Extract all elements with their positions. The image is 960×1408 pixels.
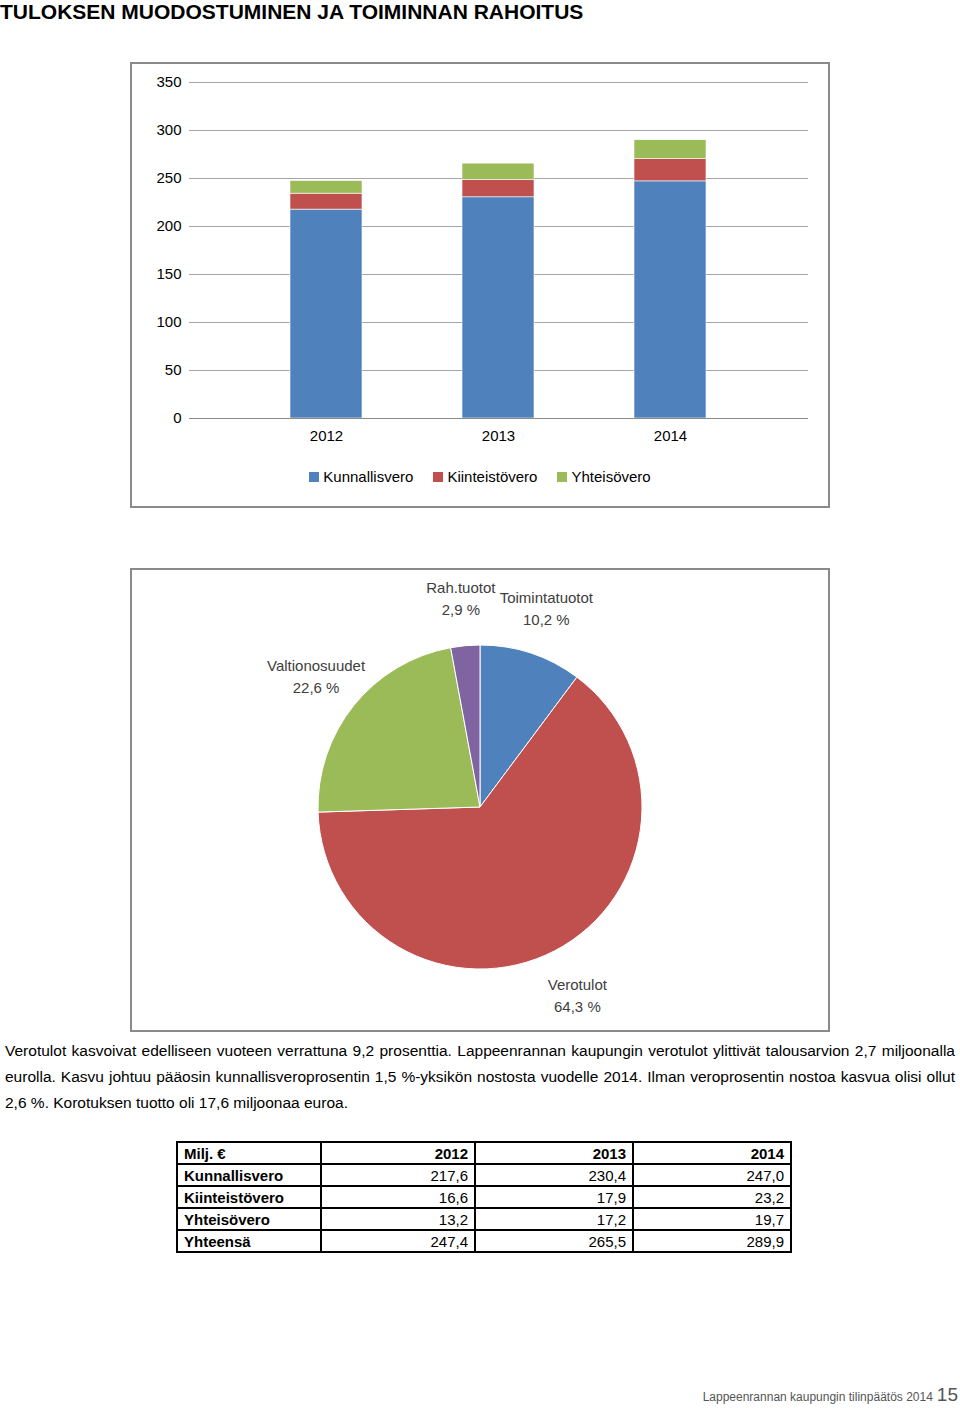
html-text:Yhteisövero: Yhteisövero xyxy=(184,1210,270,1228)
html-text:Yhteensä: Yhteensä xyxy=(184,1232,251,1250)
html-text:Kiinteistövero: Kiinteistövero xyxy=(184,1188,284,1206)
html-text:Kiinteistövero: Kiinteistövero xyxy=(447,468,538,485)
svg-text:2014: 2014 xyxy=(654,427,687,444)
html-text:17,2: 17,2 xyxy=(596,1210,626,1228)
html-text:217,6: 217,6 xyxy=(430,1166,468,1184)
html-text:13,2: 13,2 xyxy=(438,1210,468,1228)
svg-text:200: 200 xyxy=(156,217,181,234)
svg-text:2012: 2012 xyxy=(310,427,343,444)
html-text:2012: 2012 xyxy=(434,1144,468,1162)
svg-text:Toimintatuotot10,2 %: Toimintatuotot10,2 % xyxy=(500,589,594,628)
html-text:Verotulot kasvoivat edelliseen: Verotulot kasvoivat edelliseen vuoteen v… xyxy=(5,1042,955,1111)
html-text:TULOKSEN MUODOSTUMINEN JA TOIM: TULOKSEN MUODOSTUMINEN JA TOIMINNAN RAHO… xyxy=(0,0,584,23)
svg-text:50: 50 xyxy=(165,361,182,378)
html-text:17,9: 17,9 xyxy=(596,1188,626,1206)
html-text:247,0: 247,0 xyxy=(746,1166,784,1184)
html-text:Yhteisövero: Yhteisövero xyxy=(571,468,651,485)
html-text:15: 15 xyxy=(936,1384,958,1405)
html-text:16,6: 16,6 xyxy=(438,1188,468,1206)
html-text:289,9: 289,9 xyxy=(746,1232,784,1250)
html-text:19,7: 19,7 xyxy=(754,1210,784,1228)
svg-text:150: 150 xyxy=(156,265,181,282)
html-text:Kunnallisvero: Kunnallisvero xyxy=(184,1166,284,1184)
svg-text:0: 0 xyxy=(173,409,181,426)
html-text:Milj. €: Milj. € xyxy=(184,1144,226,1162)
svg-text:250: 250 xyxy=(156,169,181,186)
html-text:247,4: 247,4 xyxy=(430,1232,468,1250)
html-text:Kunnallisvero: Kunnallisvero xyxy=(323,468,414,485)
html-text:230,4: 230,4 xyxy=(588,1166,626,1184)
svg-text:350: 350 xyxy=(156,73,181,90)
html-text:2014: 2014 xyxy=(750,1144,784,1162)
html-text:2013: 2013 xyxy=(592,1144,626,1162)
svg-text:Rah.tuotot2,9 %: Rah.tuotot2,9 % xyxy=(426,579,496,618)
svg-text:2013: 2013 xyxy=(482,427,515,444)
svg-text:300: 300 xyxy=(156,121,181,138)
html-text:Lappeenrannan kaupungin tilinp: Lappeenrannan kaupungin tilinpäätös 2014 xyxy=(702,1390,933,1404)
svg-text:Verotulot64,3 %: Verotulot64,3 % xyxy=(548,976,608,1015)
svg-text:Valtionosuudet22,6 %: Valtionosuudet22,6 % xyxy=(267,657,366,696)
html-text:265,5: 265,5 xyxy=(588,1232,626,1250)
html-text:23,2: 23,2 xyxy=(754,1188,784,1206)
svg-text:100: 100 xyxy=(156,313,181,330)
